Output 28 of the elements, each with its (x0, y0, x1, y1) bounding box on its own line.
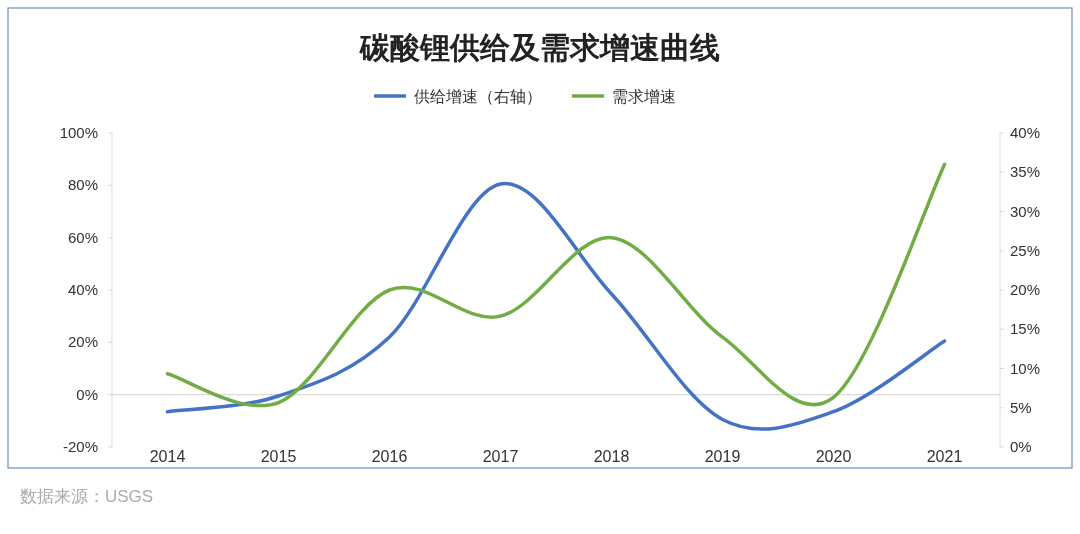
x-tick-label: 2021 (926, 448, 963, 465)
y2-tick-label: 20% (1010, 281, 1041, 298)
chart-title: 碳酸锂供给及需求增速曲线 (359, 31, 720, 64)
x-tick-label: 2018 (593, 448, 630, 465)
y2-tick-label: 15% (1010, 320, 1041, 338)
y-tick-label: 20% (67, 333, 98, 351)
x-tick-label: 2020 (815, 448, 852, 465)
x-tick-label: 2014 (149, 448, 186, 465)
legend-label: 供给增速（右轴） (414, 88, 542, 105)
y-tick-label: 0% (76, 385, 98, 403)
y2-tick-label: 40% (1010, 124, 1041, 141)
x-tick-label: 2016 (371, 448, 408, 465)
legend-label: 需求增速 (612, 88, 676, 105)
y2-tick-label: 30% (1010, 202, 1041, 220)
x-tick-label: 2019 (704, 448, 741, 465)
y2-tick-label: 35% (1010, 163, 1041, 181)
y-tick-label: 100% (59, 124, 98, 141)
y-tick-label: 40% (67, 281, 98, 298)
y2-tick-label: 5% (1010, 398, 1032, 416)
y2-tick-label: 0% (1010, 438, 1032, 455)
x-tick-label: 2017 (482, 448, 519, 465)
y2-tick-label: 10% (1010, 359, 1041, 377)
y-tick-label: 80% (67, 176, 98, 194)
y-tick-label: -20% (62, 438, 98, 455)
x-tick-label: 2015 (260, 448, 297, 465)
source-note: 数据来源：USGS (20, 487, 154, 506)
y2-tick-label: 25% (1010, 241, 1041, 259)
y-tick-label: 60% (67, 228, 98, 246)
